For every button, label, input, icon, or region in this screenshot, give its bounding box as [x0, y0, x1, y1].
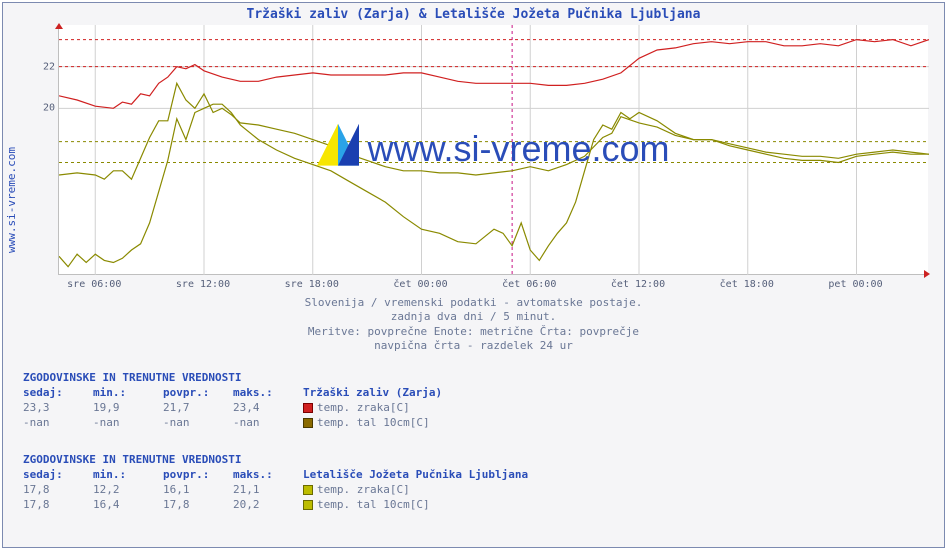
legend-series: temp. tal 10cm[C] — [303, 416, 430, 431]
color-swatch-icon — [303, 485, 313, 495]
legend-value: 23,3 — [23, 401, 93, 416]
x-tick-label: sre 12:00 — [176, 279, 230, 290]
legend-series-label: temp. tal 10cm[C] — [317, 416, 430, 429]
legend-value: 20,2 — [233, 498, 303, 513]
chart-subtitle: Slovenija / vremenski podatki - avtomats… — [3, 296, 944, 353]
legend-value: 21,7 — [163, 401, 233, 416]
legend-station: Letališče Jožeta Pučnika Ljubljana — [303, 468, 528, 483]
legend-block: ZGODOVINSKE IN TRENUTNE VREDNOSTIsedaj:m… — [23, 453, 528, 512]
legend-value: 17,8 — [163, 498, 233, 513]
legend-col-header: povpr.: — [163, 468, 233, 483]
legend-row: 17,812,216,121,1 temp. zraka[C] — [23, 483, 528, 498]
color-swatch-icon — [303, 418, 313, 428]
x-tick-label: čet 06:00 — [502, 279, 556, 290]
legend-value: 23,4 — [233, 401, 303, 416]
legend-header-row: sedaj:min.:povpr.:maks.:Tržaški zaliv (Z… — [23, 386, 442, 401]
x-tick-label: čet 00:00 — [393, 279, 447, 290]
legend-row: 23,319,921,723,4 temp. zraka[C] — [23, 401, 442, 416]
legend-series: temp. zraka[C] — [303, 483, 410, 498]
legend-station: Tržaški zaliv (Zarja) — [303, 386, 442, 401]
legend-title: ZGODOVINSKE IN TRENUTNE VREDNOSTI — [23, 371, 442, 386]
x-tick-label: pet 00:00 — [828, 279, 882, 290]
x-tick-label: čet 12:00 — [611, 279, 665, 290]
subtitle-line: Slovenija / vremenski podatki - avtomats… — [3, 296, 944, 310]
legend-col-header: sedaj: — [23, 468, 93, 483]
y-tick-label: 20 — [43, 103, 55, 114]
x-axis-arrow-icon — [924, 270, 930, 278]
chart-frame: www.si-vreme.com Tržaški zaliv (Zarja) &… — [2, 2, 945, 548]
legend-value: -nan — [93, 416, 163, 431]
legend-series-label: temp. zraka[C] — [317, 401, 410, 414]
legend-col-header: maks.: — [233, 386, 303, 401]
chart-title: Tržaški zaliv (Zarja) & Letališče Jožeta… — [3, 7, 944, 22]
legend-value: 12,2 — [93, 483, 163, 498]
chart-canvas — [59, 25, 929, 275]
y-tick-label: 22 — [43, 61, 55, 72]
x-tick-label: sre 18:00 — [285, 279, 339, 290]
legend-row: -nan-nan-nan-nantemp. tal 10cm[C] — [23, 416, 442, 431]
legend-title: ZGODOVINSKE IN TRENUTNE VREDNOSTI — [23, 453, 528, 468]
side-site-label: www.si-vreme.com — [5, 147, 18, 253]
legend-col-header: min.: — [93, 386, 163, 401]
legend-value: -nan — [163, 416, 233, 431]
legend-value: 16,1 — [163, 483, 233, 498]
x-tick-label: sre 06:00 — [67, 279, 121, 290]
legend-header-row: sedaj:min.:povpr.:maks.:Letališče Jožeta… — [23, 468, 528, 483]
y-axis-labels: 2022 — [33, 25, 55, 275]
legend-col-header: min.: — [93, 468, 163, 483]
legend-series-label: temp. zraka[C] — [317, 483, 410, 496]
x-tick-label: čet 18:00 — [720, 279, 774, 290]
x-axis-labels: sre 06:00 sre 12:00 sre 18:00 čet 00:00 čet … — [58, 279, 928, 293]
legend-value: 17,8 — [23, 483, 93, 498]
legend-series: temp. tal 10cm[C] — [303, 498, 430, 513]
legend-value: -nan — [23, 416, 93, 431]
legend-col-header: povpr.: — [163, 386, 233, 401]
subtitle-line: zadnja dva dni / 5 minut. — [3, 310, 944, 324]
legend-col-header: sedaj: — [23, 386, 93, 401]
legend-value: 21,1 — [233, 483, 303, 498]
subtitle-line: navpična črta - razdelek 24 ur — [3, 339, 944, 353]
legend-series: temp. zraka[C] — [303, 401, 410, 416]
legend-series-label: temp. tal 10cm[C] — [317, 498, 430, 511]
legend-row: 17,816,417,820,2temp. tal 10cm[C] — [23, 498, 528, 513]
legend-value: 17,8 — [23, 498, 93, 513]
legend-block: ZGODOVINSKE IN TRENUTNE VREDNOSTIsedaj:m… — [23, 371, 442, 430]
subtitle-line: Meritve: povprečne Enote: metrične Črta:… — [3, 325, 944, 339]
color-swatch-icon — [303, 403, 313, 413]
legend-value: 16,4 — [93, 498, 163, 513]
line-chart: www.si-vreme.com — [58, 25, 928, 275]
legend-value: -nan — [233, 416, 303, 431]
y-axis-arrow-icon — [55, 23, 63, 29]
legend-col-header: maks.: — [233, 468, 303, 483]
legend-value: 19,9 — [93, 401, 163, 416]
color-swatch-icon — [303, 500, 313, 510]
